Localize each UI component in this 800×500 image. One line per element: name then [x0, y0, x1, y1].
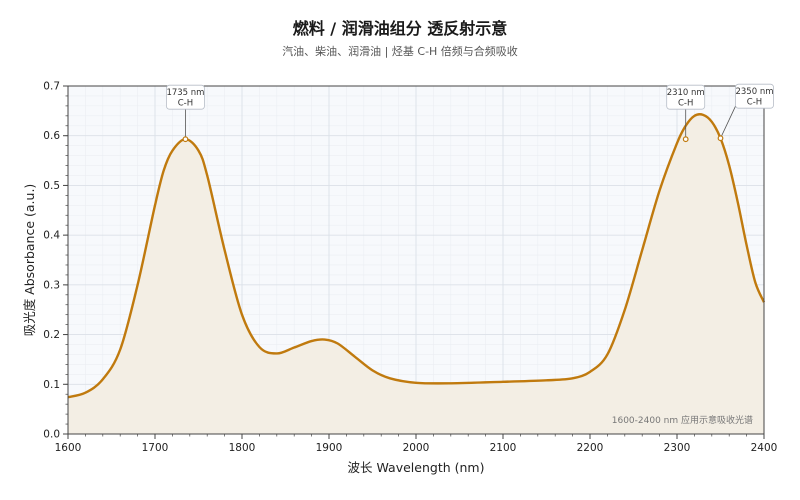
annotation-text: 2350 nm	[735, 87, 773, 97]
x-axis-ticks: 1600 1700 1800 1900 2000 2100 2200 2300 2400	[55, 434, 778, 454]
x-tick-label: 2300	[664, 442, 691, 454]
annotation-text: C-H	[678, 99, 693, 109]
annotation-text: C-H	[747, 98, 762, 108]
y-tick-label: 0.0	[43, 429, 60, 441]
annotation-box	[666, 84, 706, 110]
peak-annotation: 2350 nmC-H	[717, 83, 774, 142]
annotation-box	[166, 84, 205, 110]
annotation-leader	[720, 106, 736, 139]
x-tick-label: 1800	[229, 442, 256, 454]
y-axis-label: 吸光度 Absorbance (a.u.)	[22, 184, 37, 337]
x-tick-label: 2200	[577, 442, 604, 454]
x-tick-label: 1700	[142, 442, 169, 454]
chart-subtitle: 汽油、柴油、润滑油 | 烃基 C-H 倍频与合频吸收	[282, 44, 518, 58]
annotation-marker	[682, 136, 689, 143]
x-tick-label: 2100	[490, 442, 517, 454]
annotation-marker	[717, 135, 724, 142]
peak-annotation: 1735 nmC-H	[166, 84, 205, 143]
x-tick-label: 1900	[316, 442, 343, 454]
x-tick-label: 2400	[751, 442, 778, 454]
y-tick-label: 0.3	[43, 279, 60, 291]
absorbance-area-fill	[68, 114, 764, 434]
y-tick-label: 0.6	[43, 130, 60, 142]
x-tick-label: 1600	[55, 442, 82, 454]
annotation-text: 2310 nm	[667, 88, 705, 98]
annotation-box	[735, 83, 774, 109]
y-tick-label: 0.4	[43, 230, 60, 242]
annotation-text: 1735 nm	[166, 88, 204, 98]
y-tick-label: 0.7	[43, 81, 60, 93]
y-tick-label: 0.2	[43, 329, 60, 341]
x-axis-label: 波长 Wavelength (nm)	[348, 460, 485, 475]
peak-annotation: 2310 nmC-H	[666, 84, 706, 143]
annotation-marker	[182, 136, 189, 143]
y-tick-label: 0.5	[43, 180, 60, 192]
absorbance-series-line	[67, 113, 766, 399]
annotation-text: C-H	[178, 99, 193, 109]
x-tick-label: 2000	[403, 442, 430, 454]
chart-title: 燃料 / 润滑油组分 透反射示意	[293, 19, 508, 38]
y-tick-label: 0.1	[43, 379, 60, 391]
y-axis-ticks: 0.0 0.1 0.2 0.3 0.4 0.5 0.6 0.7	[43, 81, 68, 441]
chart-note: 1600-2400 nm 应用示意吸收光谱	[612, 414, 753, 426]
